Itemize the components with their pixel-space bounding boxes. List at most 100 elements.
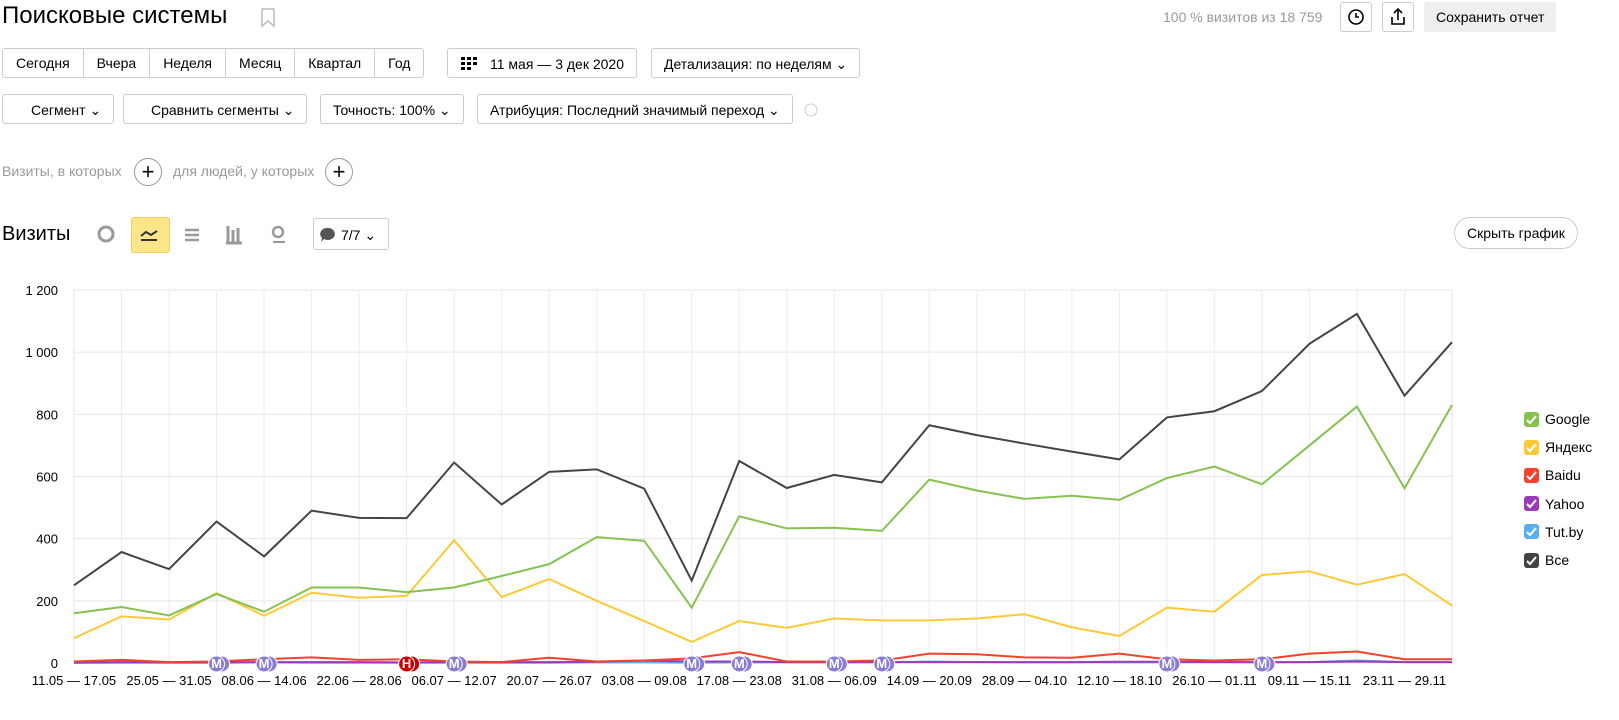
annotation-circle <box>825 655 843 673</box>
period-group: Сегодня Вчера Неделя Месяц Квартал Год <box>2 48 425 78</box>
x-tick-label: 09.11 — 15.11 <box>1268 673 1351 688</box>
legend-checkbox[interactable] <box>1524 467 1539 483</box>
annotation-circle <box>730 655 748 673</box>
annotation-circle <box>830 655 848 673</box>
y-tick-label: 200 <box>36 594 58 609</box>
chart-type-icons <box>97 225 285 245</box>
attribution-button[interactable]: Атрибуция: Последний значимый переход ⌄ <box>477 94 793 124</box>
x-tick-label: 12.10 — 18.10 <box>1077 673 1162 688</box>
annotation-circle <box>208 655 226 673</box>
annotation-label: М <box>211 656 222 671</box>
notes-text: 7/7 <box>341 227 361 243</box>
save-button[interactable]: Сохранить отчет <box>1424 2 1557 32</box>
accuracy-button[interactable]: Точность: 100% ⌄ <box>320 94 464 124</box>
legend-item[interactable]: Все <box>1524 552 1619 568</box>
legend-label: Все <box>1545 552 1570 568</box>
period-button[interactable]: Вчера <box>84 49 151 77</box>
visits-info: 100 % визитов из 18 759 <box>1163 9 1323 25</box>
annotation-marker: М <box>873 655 896 673</box>
annotation-circle <box>260 655 278 673</box>
y-tick-label: 600 <box>36 470 58 485</box>
legend-checkbox[interactable] <box>1524 552 1539 568</box>
annotation-marker: М <box>1158 655 1181 673</box>
annotation-circle <box>1258 655 1276 673</box>
chart-title: Визиты <box>2 223 71 245</box>
segment-button[interactable]: Сегмент ⌄ <box>2 94 115 124</box>
add-people-condition[interactable]: + <box>325 158 353 186</box>
detail-text: Детализация: по неделям <box>664 56 832 72</box>
legend-item[interactable]: Яндекс <box>1524 439 1619 455</box>
annotation-label: М <box>449 656 460 671</box>
annotation-label: М <box>1257 656 1268 671</box>
bookmark-icon[interactable] <box>260 8 276 28</box>
series-line <box>73 404 1453 617</box>
legend-label: Яндекс <box>1545 439 1593 456</box>
y-tick-label: 400 <box>36 532 58 547</box>
legend-checkbox[interactable] <box>1524 411 1539 427</box>
segment-text: Сегмент <box>31 102 86 118</box>
help-icon[interactable] <box>804 103 818 117</box>
compare-text: Сравнить сегменты <box>151 102 279 118</box>
series-line <box>73 650 1452 664</box>
notes-button[interactable]: 7/7 ⌄ <box>313 218 390 250</box>
x-tick-label: 28.09 — 04.10 <box>982 673 1067 688</box>
annotation-label: М <box>686 656 697 671</box>
period-button[interactable]: Год <box>388 55 411 71</box>
legend-checkbox[interactable] <box>1524 496 1539 512</box>
annotation-circle <box>255 655 273 673</box>
annotation-circle <box>1158 655 1176 673</box>
annotation-marker: Н <box>398 655 421 673</box>
detail-select[interactable]: Детализация: по неделям ⌄ <box>651 48 861 78</box>
add-visit-condition[interactable]: + <box>134 158 162 186</box>
annotation-circle <box>873 655 891 673</box>
x-tick-label: 08.06 — 14.06 <box>221 673 306 688</box>
annotation-circle <box>445 655 463 673</box>
line-chart-toggle[interactable] <box>131 217 170 253</box>
annotation-label: М <box>259 656 270 671</box>
x-tick-label: 06.07 — 12.07 <box>411 673 496 688</box>
legend-item[interactable]: Yahoo <box>1524 496 1619 512</box>
annotation-label: М <box>1161 656 1172 671</box>
legend-item[interactable]: Baidu <box>1524 467 1619 483</box>
x-tick-label: 25.05 — 31.05 <box>126 673 211 688</box>
x-tick-label: 26.10 — 01.11 <box>1172 673 1256 688</box>
series-line <box>73 312 1453 587</box>
period-button[interactable]: Месяц <box>226 49 296 77</box>
legend-item[interactable]: Google <box>1524 411 1619 427</box>
date-range-text: 11 мая — 3 дек 2020 <box>490 56 624 72</box>
legend-label: Baidu <box>1545 467 1581 484</box>
annotation-circle <box>1163 655 1181 673</box>
people-condition: для людей, у которых <box>173 163 315 179</box>
x-tick-label: 11.05 — 17.05 <box>32 673 116 688</box>
x-tick-label: 17.08 — 23.08 <box>697 673 782 688</box>
y-tick-label: 0 <box>51 656 58 671</box>
x-tick-label: 03.08 — 09.08 <box>602 673 687 688</box>
history-button[interactable] <box>1340 2 1372 32</box>
legend-checkbox[interactable] <box>1524 524 1539 540</box>
annotation-circle <box>735 655 753 673</box>
annotation-marker: М <box>825 655 848 673</box>
period-button[interactable]: Неделя <box>150 49 227 77</box>
compare-button[interactable]: Сравнить сегменты ⌄ <box>123 94 308 124</box>
annotation-marker: М <box>255 655 278 673</box>
annotation-circle <box>1253 655 1271 673</box>
series-line <box>73 659 1452 664</box>
series-line <box>73 659 1452 664</box>
export-button[interactable] <box>1382 2 1414 32</box>
x-tick-label: 22.06 — 28.06 <box>316 673 401 688</box>
legend-checkbox[interactable] <box>1524 439 1539 455</box>
x-tick-label: 31.08 — 06.09 <box>792 673 877 688</box>
legend-label: Google <box>1545 411 1591 427</box>
period-button[interactable]: Квартал <box>295 49 376 77</box>
annotation-circle <box>878 655 896 673</box>
legend-label: Tut.by <box>1545 523 1584 540</box>
period-button[interactable]: Сегодня <box>3 49 84 77</box>
annotation-label: Н <box>402 656 411 671</box>
accuracy-text: Точность: 100% <box>333 102 436 118</box>
date-range[interactable]: 11 мая — 3 дек 2020 <box>447 48 637 78</box>
annotation-marker: М <box>1253 655 1276 673</box>
legend-item[interactable]: Tut.by <box>1524 524 1619 540</box>
y-tick-label: 800 <box>36 407 58 422</box>
hide-chart-button[interactable]: Скрыть график <box>1454 217 1578 249</box>
